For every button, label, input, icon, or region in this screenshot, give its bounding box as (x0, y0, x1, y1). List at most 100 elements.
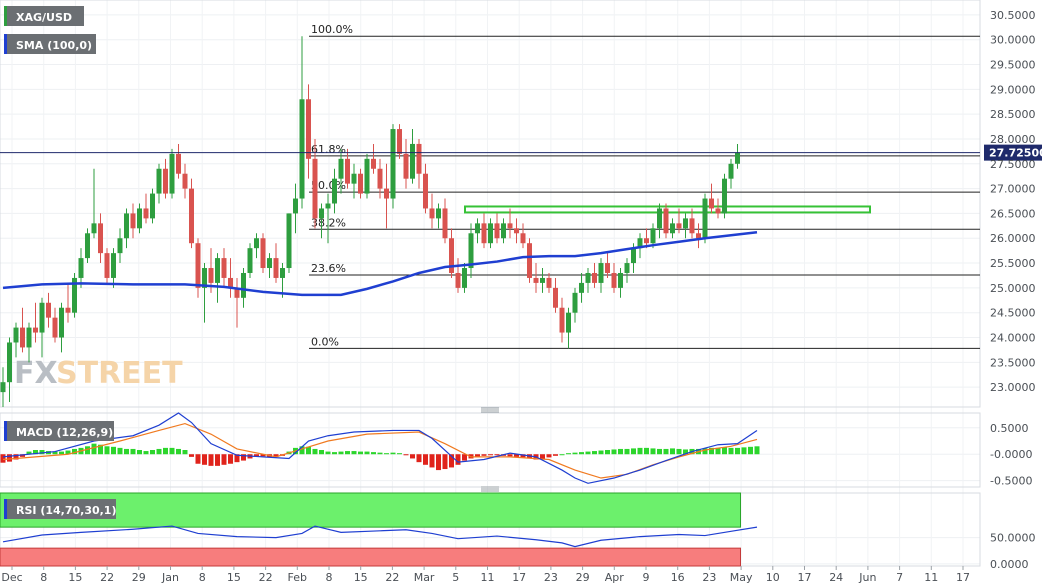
time-tick-label: Jun (858, 571, 876, 584)
time-tick-label: Feb (288, 571, 307, 584)
macd-histogram-bar (488, 454, 493, 456)
macd-histogram-bar (98, 444, 103, 455)
macd-histogram-bar (169, 447, 175, 455)
candle-body (221, 258, 227, 278)
macd-histogram-bar (475, 454, 480, 457)
sma-line (2, 231, 758, 297)
candle-body (390, 129, 396, 199)
candle-body (455, 272, 461, 288)
macd-histogram-bar (657, 448, 662, 455)
macd-histogram-bar (143, 451, 149, 455)
macd-histogram-bar (20, 454, 25, 457)
candle-body (117, 238, 123, 254)
macd-histogram-bar (722, 447, 727, 455)
macd-histogram-bar (111, 446, 116, 455)
macd-histogram-bar (423, 454, 428, 465)
time-tick-label: 8 (40, 571, 47, 584)
macd-histogram-bar (358, 451, 363, 455)
candle-body (72, 277, 77, 313)
macd-histogram-bar (163, 447, 168, 455)
price-tick-label: 30.5000 (990, 9, 1036, 22)
candle-body (514, 228, 519, 234)
candle-body (663, 208, 669, 234)
candle-body (299, 99, 305, 199)
candle-body (137, 208, 142, 229)
price-tick-label: 29.5000 (990, 59, 1036, 72)
candle-body (371, 158, 376, 169)
candle-body (254, 238, 259, 249)
time-tick-label: 11 (924, 571, 938, 584)
candle-body (624, 263, 630, 273)
symbol-legend[interactable]: XAG/USD (4, 6, 84, 26)
candle-body (312, 158, 318, 219)
candle-body (319, 208, 324, 219)
macd-histogram-bar (644, 447, 649, 455)
macd-histogram-bar (384, 453, 389, 455)
macd-histogram-bar (202, 454, 207, 465)
macd-histogram-bar (234, 454, 240, 463)
macd-histogram-bar (299, 446, 305, 455)
macd-histogram-bar (715, 447, 721, 455)
rsi-panel-resize-handle[interactable] (481, 486, 499, 492)
candle-body (46, 302, 51, 318)
rsi-line (2, 525, 758, 548)
macd-histogram-bar (254, 454, 259, 457)
macd-histogram-bar (579, 452, 584, 455)
candle-body (156, 168, 162, 194)
fib-level-label: 23.6% (311, 262, 346, 275)
candle-body (215, 258, 220, 283)
candle-body (78, 258, 84, 278)
macd-histogram-bar (319, 450, 324, 455)
sma-label: SMA (100,0) (16, 39, 92, 52)
macd-panel-resize-handle[interactable] (481, 407, 499, 413)
macd-histogram-bar (631, 448, 636, 455)
candle-body (481, 223, 487, 244)
macd-histogram-bar (546, 454, 552, 458)
fib-level-label: 100.0% (311, 23, 353, 36)
macd-histogram-bar (91, 443, 97, 455)
rsi-legend[interactable]: RSI (14,70,30,1) (4, 499, 116, 519)
macd-histogram-bar (514, 454, 519, 457)
candle-body (436, 208, 441, 219)
time-tick-label: May (730, 571, 753, 584)
macd-histogram-bar (676, 448, 682, 455)
candle-body (306, 99, 311, 159)
svg-text:FX: FX (14, 356, 58, 391)
price-tick-label: 23.0000 (990, 381, 1036, 394)
macd-legend[interactable]: MACD (12,26,9) (4, 421, 114, 441)
macd-histogram-bar (39, 450, 45, 455)
sma-100-line (2, 231, 758, 297)
candle-body (696, 233, 701, 239)
macd-histogram-bar (436, 454, 441, 471)
macd-histogram-bar (72, 448, 77, 455)
macd-histogram-bar (325, 451, 331, 455)
candle-body (150, 193, 155, 219)
candle-body (501, 223, 506, 239)
candle-body (384, 188, 389, 199)
time-tick-label: 22 (385, 571, 399, 584)
price-tick-label: 24.5000 (990, 307, 1036, 320)
candle-body (85, 233, 90, 259)
candle-body (241, 272, 246, 298)
macd-histogram-bar (728, 447, 734, 455)
macd-histogram-bar (566, 453, 571, 455)
time-tick-label: 15 (227, 571, 241, 584)
candle-body (247, 248, 253, 273)
macd-histogram-bar (13, 454, 19, 460)
macd-histogram-bar (306, 446, 311, 455)
candle-body (169, 153, 175, 194)
time-tick-label: 8 (199, 571, 206, 584)
sma-legend[interactable]: SMA (100,0) (4, 34, 96, 54)
candle-body (260, 238, 266, 269)
macd-histogram-bar (455, 454, 461, 465)
candle-body (280, 268, 285, 278)
price-axis: 30.5000 30.0000 29.5000 29.0000 28.5000 28.00… (990, 9, 1036, 571)
macd-histogram-bar (748, 446, 753, 455)
symbol-label: XAG/USD (16, 11, 72, 24)
macd-histogram-bar (52, 451, 58, 455)
last-price-marker: 27.72500 (0, 144, 1047, 161)
candle-body (559, 307, 565, 333)
macd-histogram-bar (559, 454, 565, 456)
